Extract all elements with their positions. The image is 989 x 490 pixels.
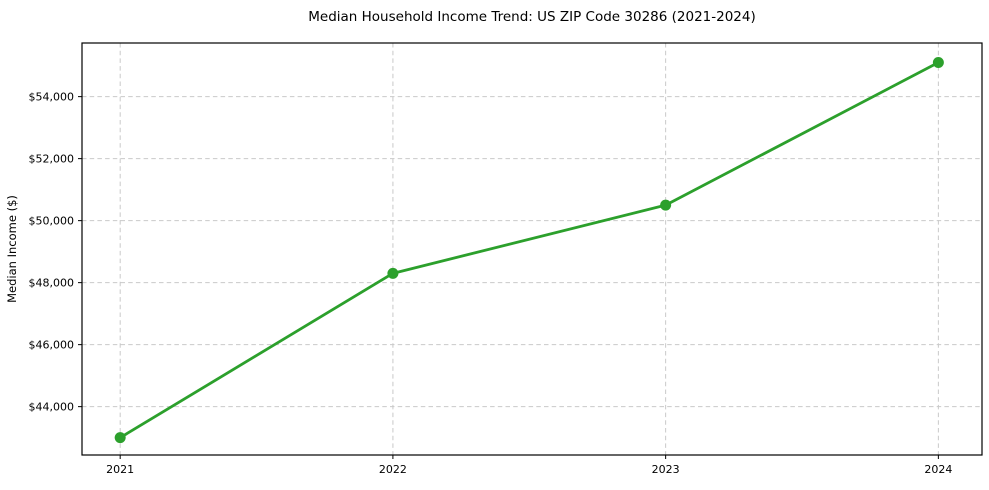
data-point-marker (660, 199, 672, 211)
axis-tick-marks (78, 96, 939, 459)
y-tick-label: $44,000 (29, 401, 75, 414)
gridlines (82, 43, 982, 455)
plot-border (81, 42, 983, 456)
y-tick-labels: $44,000 $46,000 $48,000 $50,000 $52,000 $54,0… (29, 91, 75, 414)
x-tick-label: 2024 (924, 463, 952, 476)
chart-title: Median Household Income Trend: US ZIP Co… (308, 9, 756, 25)
y-tick-label: $52,000 (29, 153, 75, 166)
data-point-markers (114, 57, 944, 444)
data-point-marker (932, 57, 944, 69)
y-tick-label: $54,000 (29, 91, 75, 104)
y-tick-label: $48,000 (29, 277, 75, 290)
data-point-marker (114, 432, 126, 444)
income-trend-line (118, 61, 940, 440)
data-point-marker (387, 267, 399, 279)
y-tick-label: $50,000 (29, 215, 75, 228)
x-tick-label: 2023 (652, 463, 680, 476)
x-tick-label: 2022 (379, 463, 407, 476)
y-tick-label: $46,000 (29, 339, 75, 352)
y-axis-label: Median Income ($) (5, 195, 19, 303)
x-tick-label: 2021 (106, 463, 134, 476)
x-tick-labels: 2021 2022 2023 2024 (106, 463, 952, 476)
